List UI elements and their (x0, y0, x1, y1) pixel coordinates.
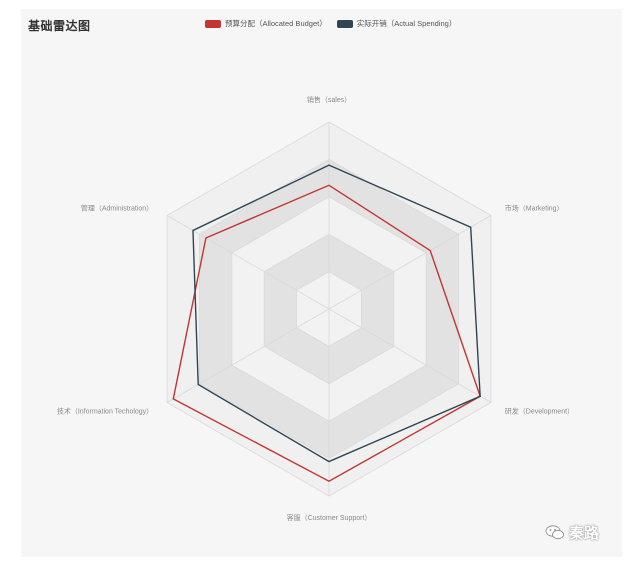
legend-item-actual[interactable]: 实际开销（Actual Spending） (336, 18, 457, 29)
indicator-label: 技术（Information Techology） (57, 407, 153, 416)
legend-item-budget[interactable]: 预算分配（Allocated Budget） (205, 18, 327, 29)
watermark: 秦路 (545, 522, 599, 543)
legend-label-budget: 预算分配（Allocated Budget） (225, 19, 327, 28)
radar-axis-line (328, 215, 492, 310)
radar-axis-line (328, 308, 492, 403)
radar-axes (166, 122, 492, 496)
chart-title: 基础雷达图 (28, 19, 91, 33)
radar-axis-labels: 销售（sales） 市场（Marketing） 研发（Development） 客服（… (57, 95, 574, 522)
legend: 预算分配（Allocated Budget） 实际开销（Actual Spend… (205, 18, 466, 29)
series-line-budget[interactable] (172, 184, 482, 483)
indicator-label: 管理（Administration） (81, 204, 153, 213)
indicator-label: 客服（Customer Support） (287, 513, 372, 522)
wechat-icon (545, 525, 564, 540)
series-line-actual[interactable] (192, 164, 481, 463)
indicator-label: 研发（Development） (505, 407, 574, 416)
indicator-label: 市场（Marketing） (505, 204, 564, 213)
legend-swatch-budget (205, 19, 221, 28)
legend-swatch-actual (336, 19, 353, 28)
watermark-text: 秦路 (569, 525, 600, 542)
radar-series (172, 164, 482, 483)
legend-label-actual: 实际开销（Actual Spending） (356, 19, 457, 28)
radar-axis-line (166, 215, 330, 310)
radar-axis-line (166, 308, 330, 403)
indicator-label: 销售（sales） (307, 95, 351, 104)
